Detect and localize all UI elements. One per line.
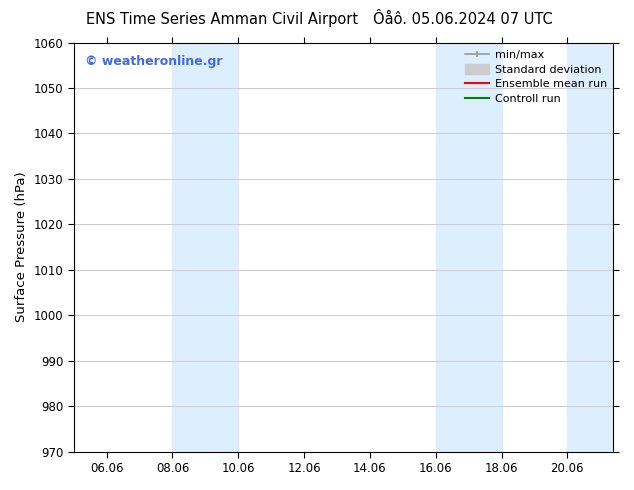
Text: Ôåô. 05.06.2024 07 UTC: Ôåô. 05.06.2024 07 UTC (373, 12, 553, 27)
Bar (567, 43, 614, 452)
Text: © weatheronline.gr: © weatheronline.gr (84, 55, 222, 68)
Bar (172, 43, 238, 452)
Bar (436, 43, 501, 452)
Legend: min/max, Standard deviation, Ensemble mean run, Controll run: min/max, Standard deviation, Ensemble me… (460, 45, 611, 108)
Y-axis label: Surface Pressure (hPa): Surface Pressure (hPa) (15, 172, 28, 322)
Text: ENS Time Series Amman Civil Airport: ENS Time Series Amman Civil Airport (86, 12, 358, 27)
